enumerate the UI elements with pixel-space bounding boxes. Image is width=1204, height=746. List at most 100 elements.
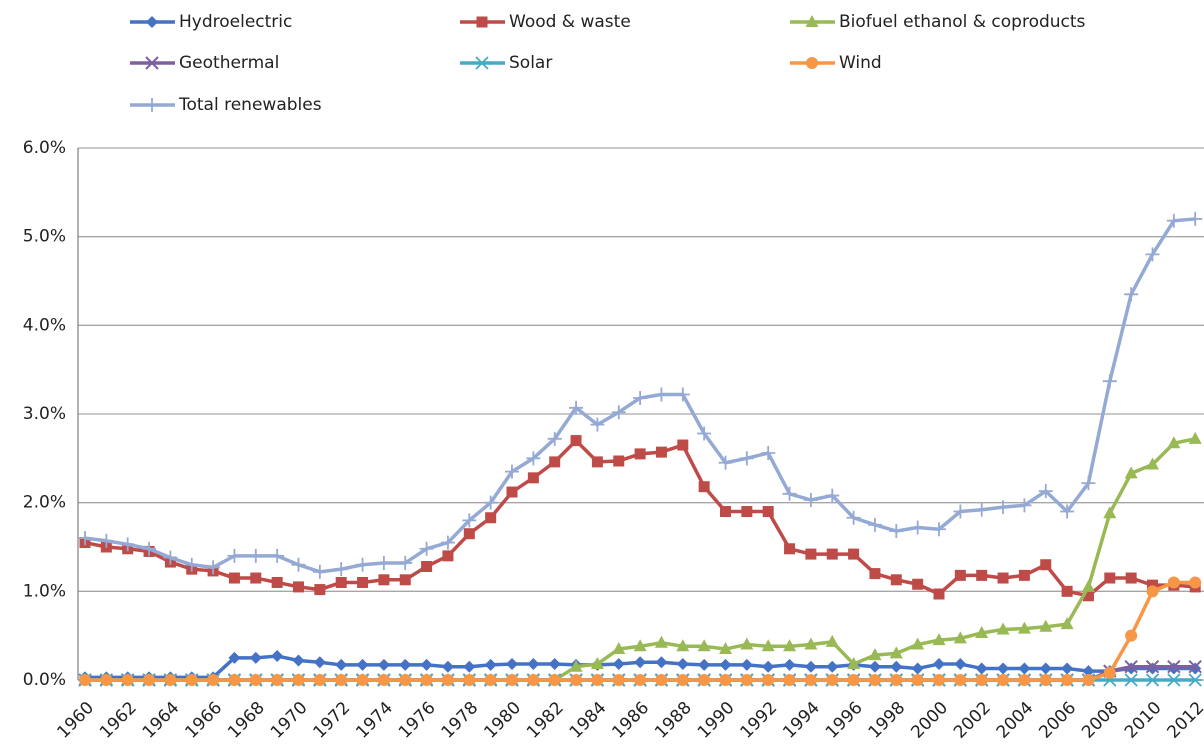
data-point (783, 639, 797, 652)
data-point (890, 574, 902, 586)
data-point (355, 557, 370, 572)
data-point (335, 576, 347, 588)
data-point (697, 639, 711, 652)
data-point (720, 506, 731, 518)
x-tick-label: 2006 (1035, 698, 1080, 743)
data-point (997, 662, 1010, 675)
data-point (847, 674, 860, 686)
x-tick-label: 1984 (566, 698, 611, 743)
x-tick-label: 1974 (352, 698, 397, 743)
data-point (633, 639, 647, 652)
x-tick-label: 2008 (1078, 698, 1123, 743)
data-point (419, 541, 434, 556)
data-point (953, 504, 968, 519)
data-point (634, 674, 647, 686)
data-point (1167, 576, 1180, 589)
x-tick-label: 1990 (694, 698, 739, 743)
data-point (612, 641, 626, 654)
data-point (485, 512, 497, 524)
data-point (932, 633, 946, 646)
data-point (1060, 617, 1074, 630)
data-point (378, 574, 390, 586)
data-point (1188, 211, 1203, 226)
data-point (1018, 674, 1031, 686)
data-point (1081, 579, 1095, 592)
x-tick-label: 1966 (181, 698, 226, 743)
data-point (804, 674, 817, 686)
data-point (441, 674, 454, 686)
data-point (1038, 484, 1053, 499)
data-point (932, 522, 946, 537)
data-point (1189, 576, 1202, 589)
data-point (804, 637, 818, 650)
data-point (677, 439, 689, 451)
data-point (1188, 673, 1203, 687)
data-point (569, 400, 584, 415)
data-point (1018, 569, 1030, 581)
x-tick-label: 1998 (865, 698, 910, 743)
data-point (399, 674, 412, 686)
data-point (527, 658, 540, 671)
legend-marker (806, 57, 818, 69)
data-point (313, 674, 326, 686)
data-point (825, 488, 840, 503)
data-point (1166, 213, 1181, 228)
data-point (1104, 572, 1116, 584)
data-point (463, 660, 476, 673)
data-point (783, 658, 796, 671)
data-point (868, 660, 881, 673)
data-point (590, 417, 605, 432)
data-point (740, 637, 754, 650)
data-point (739, 451, 754, 466)
data-point (762, 660, 775, 673)
data-point (826, 660, 839, 673)
data-point (79, 674, 91, 686)
data-point (719, 658, 732, 671)
data-point (271, 576, 283, 588)
data-point (761, 639, 775, 652)
data-point (292, 654, 305, 667)
data-point (803, 493, 818, 508)
data-point (484, 674, 497, 686)
data-point (420, 674, 433, 686)
x-tick-label: 1976 (395, 698, 440, 743)
data-point (591, 674, 604, 686)
data-point (868, 648, 882, 661)
data-point (506, 486, 518, 498)
data-point (867, 517, 882, 532)
legend-marker (145, 98, 159, 112)
data-point (1145, 659, 1160, 674)
data-point (547, 431, 562, 446)
data-point (548, 658, 561, 671)
data-point (399, 658, 412, 671)
x-tick-label: 1982 (523, 698, 568, 743)
data-point (655, 446, 667, 458)
data-point (334, 562, 349, 577)
x-tick-label: 1970 (267, 698, 312, 743)
data-point (868, 674, 881, 686)
data-point (207, 674, 220, 686)
data-point (99, 533, 114, 548)
data-point (569, 659, 583, 672)
data-point (1082, 590, 1094, 602)
data-point (889, 646, 903, 659)
data-point (846, 510, 861, 525)
data-point (975, 626, 989, 639)
x-tick-label: 1972 (310, 698, 355, 743)
data-point (440, 535, 455, 550)
data-point (719, 641, 732, 654)
data-point (1082, 674, 1095, 686)
y-tick-label: 6.0% (23, 138, 66, 158)
data-point (506, 674, 518, 686)
y-tick-label: 5.0% (23, 227, 66, 247)
data-point (1017, 621, 1031, 634)
data-point (463, 674, 476, 686)
data-point (676, 639, 690, 652)
data-point (611, 405, 626, 420)
x-tick-label: 1964 (139, 698, 184, 743)
data-point (249, 674, 262, 686)
x-tick-label: 1962 (96, 698, 141, 743)
data-point (1124, 673, 1139, 687)
data-point (1188, 659, 1202, 674)
data-point (805, 548, 817, 560)
